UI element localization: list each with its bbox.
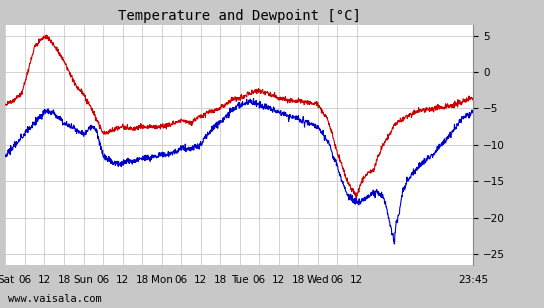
Title: Temperature and Dewpoint [°C]: Temperature and Dewpoint [°C] bbox=[118, 10, 361, 23]
Text: www.vaisala.com: www.vaisala.com bbox=[8, 294, 102, 304]
